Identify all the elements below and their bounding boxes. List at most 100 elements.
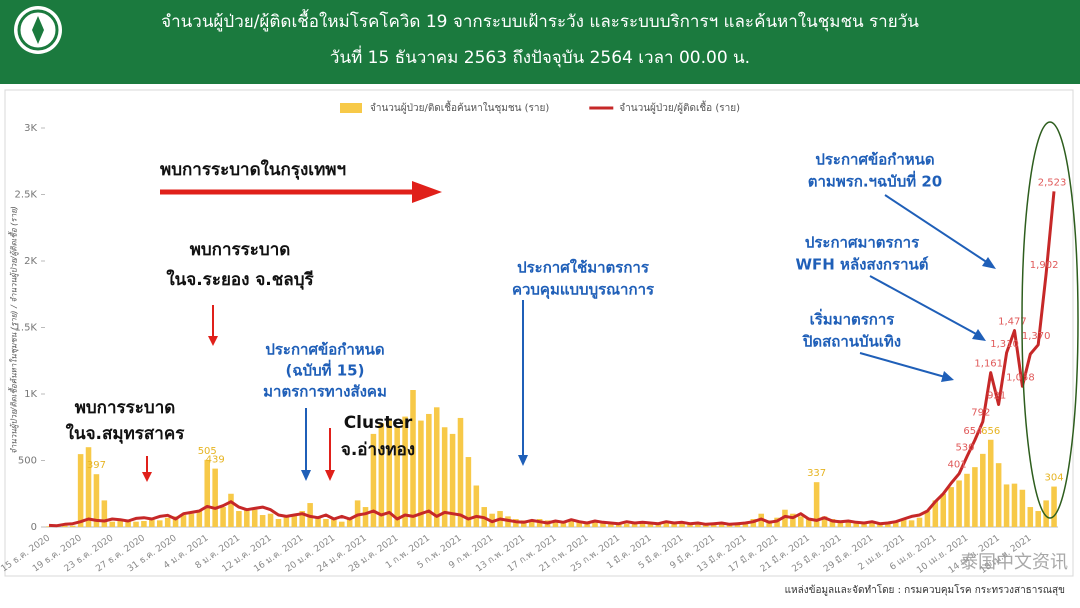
bar <box>188 513 195 527</box>
bar <box>924 511 931 527</box>
value-label: 1,477 <box>998 317 1027 328</box>
bar <box>172 516 179 527</box>
y-tick-label: 1K <box>24 389 37 400</box>
watermark: 泰国中文资讯 <box>960 552 1068 573</box>
value-label: 2,523 <box>1038 177 1067 188</box>
bar <box>378 423 385 527</box>
bar <box>101 500 108 527</box>
arrow-head <box>301 470 311 481</box>
value-label: 1,161 <box>974 359 1003 370</box>
bar <box>679 523 685 527</box>
bar <box>528 521 535 527</box>
source-note: แหล่งข้อมูลและจัดทำโดย : กรมควบคุมโรค กร… <box>785 583 1065 596</box>
bar <box>212 468 218 527</box>
bar <box>410 390 416 527</box>
bar <box>418 420 424 527</box>
bar <box>837 521 844 527</box>
title-line: วันที่ 15 ธันวาคม 2563 ถึงปัจจุบัน 2564 … <box>330 45 750 68</box>
bar <box>331 517 337 527</box>
annotation: ประกาศใช้มาตรการ <box>517 259 650 277</box>
bar <box>244 508 250 527</box>
bar <box>584 522 590 527</box>
bar <box>900 519 907 527</box>
annotation: WFH หลังสงกรานต์ <box>795 256 928 274</box>
value-label: 530 <box>955 443 974 454</box>
bar <box>291 515 298 527</box>
annotation: พบการระบาดในกรุงเทพฯ <box>160 159 346 180</box>
bar <box>69 525 76 527</box>
bar <box>362 507 369 527</box>
bar <box>156 520 163 527</box>
annotation: ควบคุมแบบบูรณาการ <box>512 281 655 300</box>
bar <box>323 519 329 527</box>
value-label: 792 <box>971 408 990 419</box>
bar <box>552 521 559 527</box>
bar <box>149 519 155 527</box>
header-band <box>0 0 1080 84</box>
bar <box>1003 484 1010 527</box>
bar <box>608 522 614 527</box>
arrow-head <box>412 181 442 203</box>
bar <box>346 519 353 527</box>
bar <box>125 520 131 527</box>
bar <box>798 516 804 527</box>
bar <box>813 482 820 527</box>
y-tick-label: 2K <box>24 256 37 267</box>
value-label: 304 <box>1044 473 1063 484</box>
annotation: พบการระบาด <box>75 398 176 418</box>
bar <box>457 417 464 527</box>
bar <box>441 427 448 527</box>
arrow-head <box>982 257 996 269</box>
arrow <box>884 194 989 264</box>
bar <box>987 439 994 527</box>
bar <box>568 520 575 527</box>
value-label: 397 <box>87 460 106 471</box>
annotation: ปิดสถานบันเทิง <box>802 333 901 351</box>
annotation: จ.อ่างทอง <box>341 440 415 460</box>
bar <box>892 521 899 527</box>
value-label: 654 <box>963 426 982 437</box>
bar <box>869 523 875 527</box>
bar <box>1043 500 1049 527</box>
value-label: 505 <box>198 446 217 457</box>
bar <box>339 521 345 527</box>
highlight-ellipse <box>1021 121 1079 519</box>
bar <box>433 407 440 527</box>
bar <box>671 523 677 527</box>
annotation: ประกาศข้อกำหนด <box>265 341 384 359</box>
bar <box>956 480 962 527</box>
annotation: พบการระบาด <box>190 240 291 260</box>
annotation: ประกาศมาตรการ <box>805 234 920 252</box>
bar <box>877 524 883 527</box>
annotation: ตามพรก.ฯฉบับที่ 20 <box>808 171 942 191</box>
value-label: 439 <box>206 455 225 466</box>
arrow <box>869 275 979 336</box>
bar <box>782 509 788 527</box>
y-tick-label: 1.5K <box>15 323 38 334</box>
bar <box>85 447 92 527</box>
chart-frame <box>4 89 1074 577</box>
value-label: 1,310 <box>990 339 1019 350</box>
bar <box>228 493 234 527</box>
y-axis-title: จำนวนผู้ป่วย/ติดเชื้อค้นหาในชุมชน (ราย) … <box>8 206 20 454</box>
bar <box>386 420 393 527</box>
bar <box>623 523 630 527</box>
bar <box>1027 507 1034 527</box>
bar <box>141 521 147 527</box>
bar <box>473 485 480 527</box>
bar <box>718 524 725 527</box>
bar <box>267 513 274 527</box>
bar <box>663 522 670 527</box>
value-label: 1,370 <box>1022 331 1051 342</box>
bar <box>916 517 923 527</box>
bar <box>560 521 567 527</box>
annotation: Cluster <box>344 413 413 433</box>
bar <box>1035 511 1041 527</box>
bar <box>940 493 947 527</box>
bar <box>885 523 891 527</box>
value-label: 656 <box>981 426 1000 437</box>
bar <box>908 520 915 527</box>
bar <box>220 507 226 527</box>
annotation: ในจ.ระยอง จ.ชลบุรี <box>166 269 314 290</box>
